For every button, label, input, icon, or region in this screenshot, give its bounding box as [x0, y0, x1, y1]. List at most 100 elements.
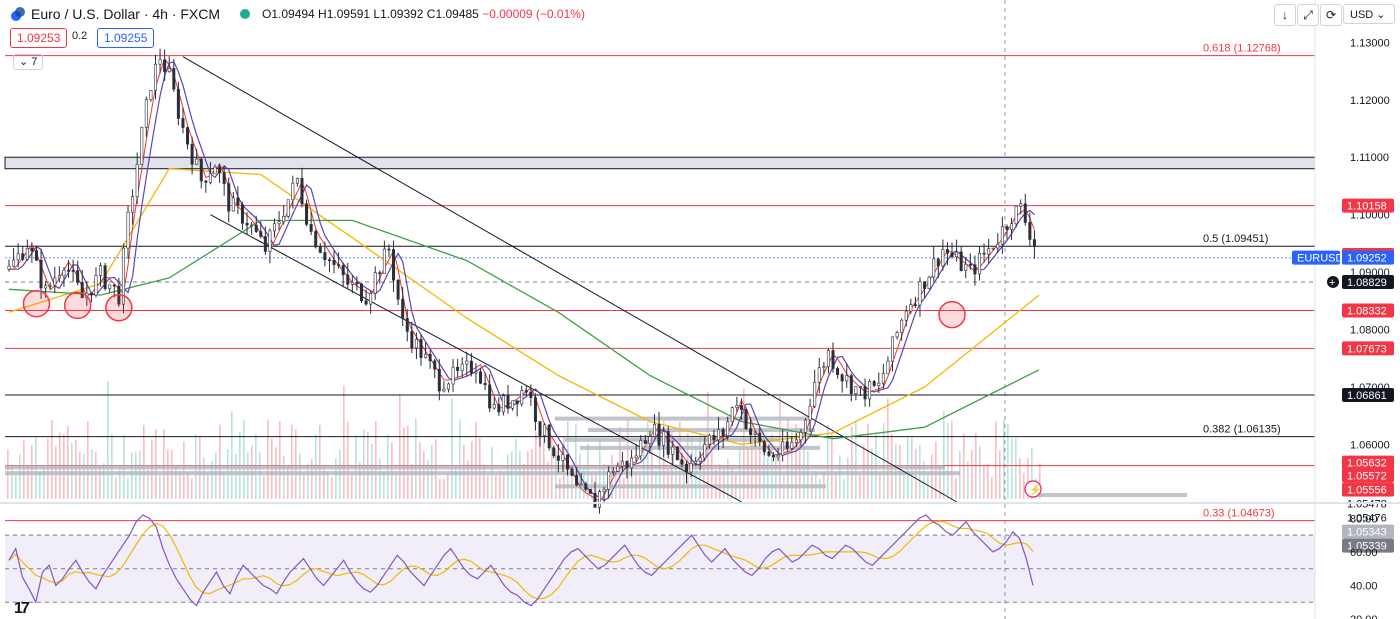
arrow-down-button[interactable]: ↓ — [1274, 4, 1296, 26]
volume-bar — [999, 450, 1001, 499]
candle-body — [204, 180, 208, 183]
volume-bar — [363, 429, 365, 499]
volume-bar — [115, 477, 117, 499]
candle-body — [30, 247, 34, 252]
candle-body — [501, 395, 505, 413]
candle-body — [662, 431, 666, 446]
volume-bar — [43, 467, 45, 499]
candle-body — [34, 250, 38, 261]
volume-bar — [1019, 458, 1021, 499]
candle-body — [735, 405, 739, 408]
candle-body — [625, 460, 629, 469]
ma-yellow-line — [8, 168, 1040, 446]
volume-bar — [127, 478, 129, 499]
price-label: 1.05476 — [1347, 513, 1387, 525]
candle-body — [849, 375, 853, 394]
candle-body — [199, 158, 203, 182]
candle-body — [913, 304, 917, 306]
currency-label: USD — [1350, 9, 1374, 21]
volume-bar — [411, 464, 413, 499]
candle-body — [538, 421, 542, 436]
candle-body — [167, 68, 171, 72]
volume-bar — [523, 463, 525, 499]
candle-body — [300, 178, 304, 205]
volume-bar — [191, 478, 193, 499]
volume-bar — [499, 470, 501, 499]
volume-bar — [723, 468, 725, 499]
price-label: 1.05556 — [1347, 485, 1387, 497]
volume-bar — [927, 473, 929, 499]
candle-body — [689, 463, 693, 473]
volume-bar — [403, 427, 405, 499]
candle-body — [739, 405, 743, 410]
chevron-down-icon: ⌄ — [19, 56, 32, 68]
volume-bar — [391, 442, 393, 499]
volume-bar — [135, 451, 137, 499]
candle-body — [314, 231, 318, 248]
candle-body — [25, 247, 29, 260]
volume-bar — [327, 471, 329, 499]
volume-bar — [795, 423, 797, 499]
symbol-title[interactable]: Euro / U.S. Dollar · 4h · FXCM — [31, 6, 221, 22]
price-label: 1.05572 — [1347, 471, 1387, 483]
volume-bar — [263, 475, 265, 499]
indicators-toggle[interactable]: ⌄ 7 — [13, 54, 44, 70]
candle-body — [369, 293, 373, 305]
sell-price-button[interactable]: 1.09253 — [10, 28, 68, 48]
candle-body — [181, 118, 185, 128]
volume-bar — [683, 460, 685, 499]
volume-bar — [183, 441, 185, 499]
rsi-tick: 20.00 — [1350, 614, 1378, 619]
candle-body — [337, 264, 341, 266]
annotation-circle — [938, 300, 966, 329]
volume-bar — [803, 428, 805, 499]
candle-body — [771, 455, 775, 458]
profile-bar — [555, 484, 826, 489]
volume-bar — [319, 424, 321, 499]
volume-bar — [859, 474, 861, 499]
channel-lower-line — [210, 214, 742, 503]
candle-body — [12, 259, 16, 267]
candle-body — [153, 63, 157, 91]
candle-body — [433, 360, 437, 370]
volume-bar — [95, 451, 97, 499]
refresh-button[interactable]: ⟳ — [1320, 4, 1342, 26]
candle-body — [547, 424, 551, 449]
candle-body — [474, 371, 478, 374]
candle-body — [378, 272, 382, 275]
candle-body — [410, 331, 414, 349]
currency-select[interactable]: USD ⌄ — [1343, 4, 1395, 24]
candle-body — [639, 440, 643, 457]
candle-body — [172, 68, 176, 90]
volume-bar — [211, 460, 213, 499]
volume-bar — [759, 440, 761, 499]
candle-body — [826, 350, 830, 367]
candle-body — [602, 488, 606, 492]
volume-bar — [459, 419, 461, 499]
profile-bar — [580, 445, 820, 450]
price-label-box — [1342, 250, 1394, 265]
volume-bar — [99, 464, 101, 499]
candle-body — [135, 164, 139, 197]
candle-body — [401, 298, 405, 319]
volume-bar — [419, 442, 421, 499]
price-label: 1.08332 — [1347, 305, 1387, 317]
candle-body — [675, 446, 679, 461]
profile-bar — [1035, 492, 1187, 497]
price-label-box — [1342, 303, 1394, 318]
candle-body — [231, 197, 235, 212]
candle-body — [941, 249, 945, 267]
volume-bar — [283, 455, 285, 499]
fullscreen-button[interactable]: ⤢ — [1297, 4, 1319, 26]
ohlc-values: O1.09494 H1.09591 L1.09392 C1.09485 — [262, 7, 479, 21]
volume-bar — [751, 424, 753, 499]
candle-body — [822, 366, 826, 369]
buy-price-button[interactable]: 1.09255 — [97, 28, 155, 48]
fib-label: 0.5 (1.09451) — [1203, 233, 1268, 245]
ohlc-change: −0.00009 (−0.01%) — [482, 7, 585, 21]
candle-body — [900, 319, 904, 333]
candle-body — [744, 409, 748, 430]
candle-body — [936, 258, 940, 267]
volume-bar — [979, 446, 981, 499]
